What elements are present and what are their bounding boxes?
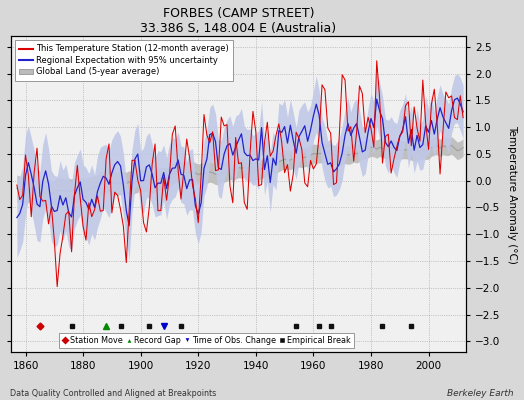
Title: FORBES (CAMP STREET)
33.386 S, 148.004 E (Australia): FORBES (CAMP STREET) 33.386 S, 148.004 E… [140, 7, 336, 35]
Text: Data Quality Controlled and Aligned at Breakpoints: Data Quality Controlled and Aligned at B… [10, 389, 217, 398]
Legend: Station Move, Record Gap, Time of Obs. Change, Empirical Break: Station Move, Record Gap, Time of Obs. C… [59, 332, 354, 348]
Text: Berkeley Earth: Berkeley Earth [447, 389, 514, 398]
Y-axis label: Temperature Anomaly (°C): Temperature Anomaly (°C) [507, 125, 517, 264]
